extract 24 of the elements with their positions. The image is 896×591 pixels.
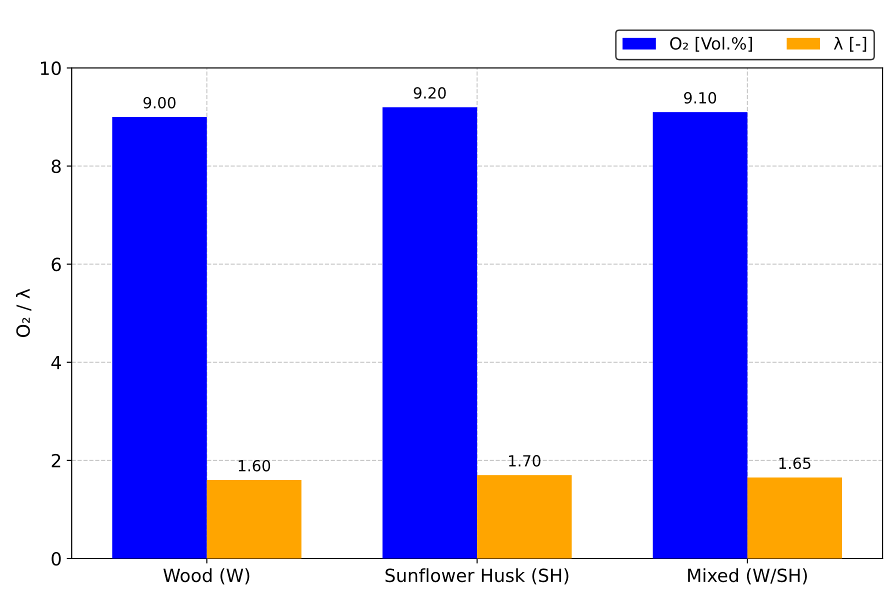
bar — [112, 117, 207, 558]
bar — [477, 475, 572, 558]
y-tick-label: 4 — [51, 356, 61, 370]
y-tick-label: 0 — [52, 552, 61, 566]
bar — [652, 112, 748, 558]
data-label: 9.00 — [143, 96, 176, 108]
y-tick-label: 8 — [52, 160, 61, 174]
legend-label: λ [-] — [834, 36, 866, 52]
y-tick-label: 10 — [40, 61, 61, 76]
data-label: 1.60 — [238, 460, 270, 472]
data-label: 1.65 — [779, 457, 810, 470]
bar — [382, 107, 478, 558]
x-tick-label: Sunflower Husk (SH) — [386, 568, 568, 584]
data-label: 9.10 — [684, 92, 716, 104]
data-label: 9.20 — [414, 87, 446, 99]
x-tick-label: Wood (W) — [163, 568, 250, 584]
y-tick-label: 2 — [52, 454, 60, 468]
y-tick-label: 6 — [52, 258, 61, 272]
x-tick-label: Mixed (W/SH) — [688, 568, 807, 584]
bar — [747, 478, 842, 558]
data-label: 1.70 — [509, 455, 540, 467]
bar — [206, 480, 302, 558]
legend-label: O₂ [Vol.%] — [670, 36, 752, 52]
y-axis-title: O₂ / λ — [16, 288, 32, 338]
